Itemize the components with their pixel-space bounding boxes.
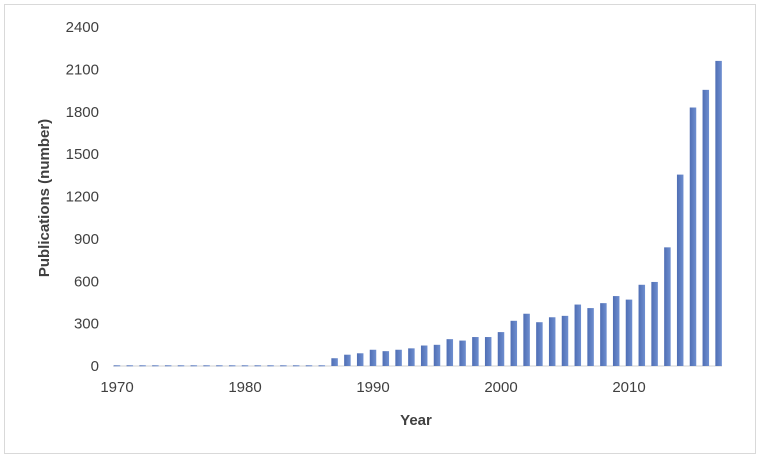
y-tick-label: 600 (74, 273, 99, 290)
x-tick-label: 2010 (612, 379, 645, 396)
bar-1979 (228, 365, 236, 367)
bar-1975 (177, 365, 185, 367)
bar-2013 (664, 247, 671, 366)
bar-1993 (408, 348, 415, 366)
y-axis-ticks: 0 300 600 900 1200 1500 1800 2100 2400 (66, 19, 99, 375)
bar-2009 (612, 296, 620, 366)
bar-1997 (459, 340, 466, 366)
bar-2005 (561, 315, 569, 366)
bar-2008 (600, 303, 607, 366)
bar-2014 (676, 174, 684, 366)
x-tick-label: 1980 (228, 379, 261, 396)
bar-1983 (280, 365, 287, 367)
bar-1995 (433, 344, 441, 366)
bar-1994 (420, 345, 428, 366)
bar-1996 (446, 339, 454, 366)
bars (113, 60, 722, 367)
bar-2003 (536, 322, 543, 366)
bar-1972 (139, 365, 146, 367)
x-tick-label: 1970 (100, 379, 133, 396)
y-tick-label: 1800 (66, 104, 99, 121)
bar-1986 (318, 365, 326, 367)
bar-1987 (331, 358, 338, 366)
bar-1980 (241, 365, 249, 367)
bar-1981 (254, 365, 262, 367)
bar-1974 (164, 365, 172, 367)
bar-1999 (484, 337, 492, 366)
y-axis-title: Publications (number) (36, 119, 53, 277)
bar-1978 (216, 365, 223, 367)
bar-1976 (190, 365, 198, 367)
y-tick-label: 2100 (66, 61, 99, 78)
bar-1977 (203, 365, 210, 367)
bar-2000 (497, 332, 505, 366)
y-tick-label: 2400 (66, 19, 99, 36)
bar-2012 (651, 281, 658, 366)
bar-2002 (523, 313, 530, 366)
bar-2017 (715, 60, 722, 367)
bar-1988 (344, 354, 351, 366)
x-tick-label: 1990 (356, 379, 389, 396)
bar-1971 (126, 365, 134, 367)
bar-1985 (305, 365, 313, 367)
x-axis-title: Year (400, 412, 432, 429)
bar-2006 (574, 304, 582, 366)
bar-1989 (356, 353, 364, 366)
y-tick-label: 0 (91, 358, 99, 375)
bar-1991 (382, 351, 390, 366)
bar-2015 (689, 107, 697, 366)
bar-1970 (113, 365, 121, 367)
x-axis-ticks: 1970 1980 1990 2000 2010 (100, 379, 645, 396)
bar-2010 (625, 299, 633, 366)
bar-1984 (292, 365, 300, 367)
chart-frame (4, 4, 756, 454)
bar-1992 (395, 349, 402, 366)
y-tick-label: 900 (74, 231, 99, 248)
y-tick-label: 1200 (66, 189, 99, 206)
bar-2001 (510, 320, 518, 366)
bar-1998 (472, 337, 479, 366)
bar-2007 (587, 308, 594, 366)
y-tick-label: 1500 (66, 146, 99, 163)
bar-2004 (548, 317, 556, 366)
bar-2011 (638, 284, 646, 366)
bar-1973 (152, 365, 159, 367)
bar-2016 (702, 89, 710, 366)
bar-1982 (267, 365, 274, 367)
y-tick-label: 300 (74, 316, 99, 333)
x-tick-label: 2000 (484, 379, 517, 396)
bar-1990 (369, 349, 377, 366)
